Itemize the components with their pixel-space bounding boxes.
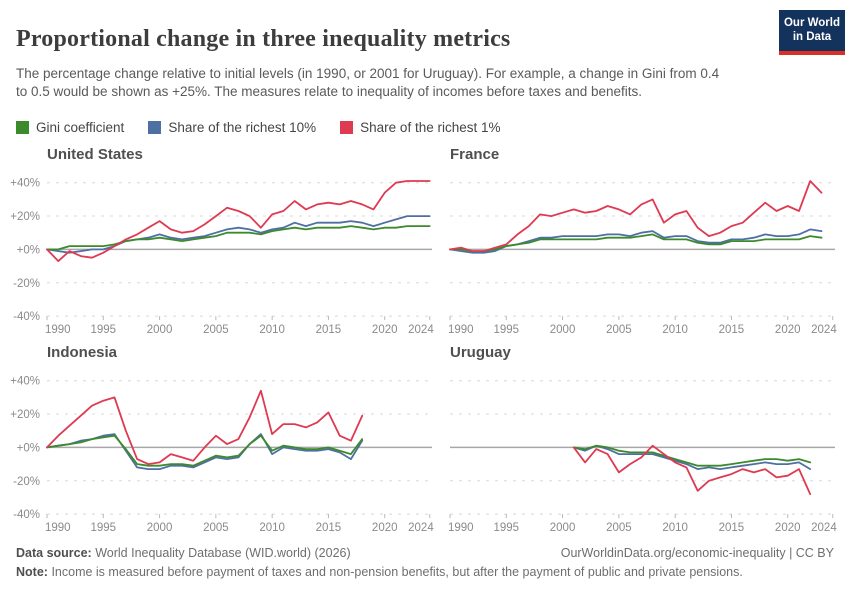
x-axis-tick-label: 2020 [372, 522, 398, 534]
y-axis-tick-label: +20% [10, 409, 40, 421]
x-axis-tick-label: 2020 [775, 522, 801, 534]
x-axis-tick-label: 2015 [316, 522, 342, 534]
owid-logo-line1: Our World [783, 17, 840, 29]
line-gini-coefficient[interactable] [572, 444, 812, 467]
page-title: Proportional change in three inequality … [16, 26, 511, 53]
x-axis-tick-label: 1995 [90, 522, 116, 534]
panel-title-united-states: United States [47, 146, 143, 163]
y-axis-tick-label: +0% [17, 442, 40, 454]
x-axis-tick-label: 2010 [662, 324, 688, 336]
x-axis-tick-label: 1990 [448, 522, 474, 534]
x-axis-tick-label: 2020 [372, 324, 398, 336]
x-axis-tick-label: 1990 [45, 522, 71, 534]
x-axis-tick-label: 2015 [719, 522, 745, 534]
x-axis-tick-label: 2020 [775, 324, 801, 336]
line-share-of-the-richest-1-[interactable] [46, 180, 431, 262]
x-axis-tick-label: 2005 [606, 522, 632, 534]
x-axis-tick-label: 2005 [203, 522, 229, 534]
owid-logo-line2: in Data [792, 30, 832, 43]
x-axis-tick-label: 1995 [90, 324, 116, 336]
panel-title-france: France [450, 146, 500, 163]
legend-label: Share of the richest 10% [168, 120, 317, 135]
y-axis-tick-label: +40% [10, 178, 40, 190]
line-gini-coefficient[interactable] [46, 225, 431, 251]
legend-item-share-of-the-richest-10-[interactable]: Share of the richest 10% [148, 120, 316, 135]
footer-note-value: Income is measured before payment of tax… [51, 565, 743, 580]
legend-label: Gini coefficient [36, 120, 125, 135]
legend-swatch [340, 121, 354, 134]
line-share-of-the-richest-10-[interactable] [46, 215, 431, 254]
data-source: Data source: World Inequality Database (… [16, 544, 351, 563]
panel-title-indonesia: Indonesia [47, 344, 118, 361]
line-share-of-the-richest-1-[interactable] [46, 389, 364, 465]
x-axis-tick-label: 2024 [811, 324, 837, 336]
x-axis-tick-label: 2000 [147, 522, 173, 534]
chart-subtitle: The percentage change relative to initia… [16, 65, 720, 100]
y-axis-tick-label: -40% [13, 311, 40, 323]
x-axis-tick-label: 1995 [493, 522, 519, 534]
owid-logo: Our World in Data [779, 10, 845, 55]
y-axis-tick-label: +40% [10, 376, 40, 388]
chart-footer: Data source: World Inequality Database (… [16, 544, 834, 583]
x-axis-tick-label: 2024 [408, 324, 434, 336]
x-axis-tick-label: 2000 [550, 324, 576, 336]
chart-legend: Gini coefficient Share of the richest 10%… [16, 120, 500, 135]
chart-panel-united-states: +40% +20% +0% -20% -40% 1990 1995 2000 2005 2010 2… [10, 178, 434, 336]
x-axis-tick-label: 2015 [316, 324, 342, 336]
x-axis-tick-label: 2000 [550, 522, 576, 534]
y-axis-tick-label: -20% [13, 278, 40, 290]
y-axis-tick-label: +0% [17, 244, 40, 256]
line-share-of-the-richest-10-[interactable] [572, 444, 812, 470]
line-gini-coefficient[interactable] [46, 434, 364, 467]
x-axis-tick-label: 2015 [719, 324, 745, 336]
x-axis-tick-label: 2010 [259, 522, 285, 534]
legend-label: Share of the richest 1% [360, 120, 501, 135]
panel-title-uruguay: Uruguay [450, 344, 511, 361]
y-axis-tick-label: -40% [13, 509, 40, 521]
x-axis-tick-label: 1995 [493, 324, 519, 336]
footer-link[interactable]: OurWorldinData.org/economic-inequality |… [560, 546, 834, 560]
x-axis-tick-label: 2024 [811, 522, 837, 534]
y-axis-tick-label: -20% [13, 476, 40, 488]
line-share-of-the-richest-10-[interactable] [46, 433, 364, 470]
line-share-of-the-richest-1-[interactable] [449, 180, 823, 252]
x-axis-tick-label: 2024 [408, 522, 434, 534]
x-axis-tick-label: 2000 [147, 324, 173, 336]
chart-panel-france: 1990 1995 2000 2005 2010 2015 2020 2024 [448, 180, 837, 336]
legend-item-gini-coefficient[interactable]: Gini coefficient [16, 120, 124, 135]
line-share-of-the-richest-1-[interactable] [572, 444, 812, 496]
footer-note-label: Note: [16, 565, 48, 580]
legend-swatch [148, 121, 162, 134]
x-axis-tick-label: 2010 [662, 522, 688, 534]
chart-panel-uruguay: 1990 1995 2000 2005 2010 2015 2020 2024 [448, 380, 837, 534]
x-axis-tick-label: 2005 [203, 324, 229, 336]
data-source-label: Data source: [16, 546, 92, 560]
x-axis-tick-label: 1990 [448, 324, 474, 336]
x-axis-tick-label: 2010 [259, 324, 285, 336]
legend-swatch [16, 121, 29, 134]
footer-note: Note: Income is measured before payment … [16, 563, 834, 582]
x-axis-tick-label: 1990 [45, 324, 71, 336]
data-source-value: World Inequality Database (WID.world) (2… [95, 546, 351, 560]
legend-item-share-of-the-richest-1-[interactable]: Share of the richest 1% [340, 120, 500, 135]
x-axis-tick-label: 2005 [606, 324, 632, 336]
line-gini-coefficient[interactable] [449, 233, 823, 252]
y-axis-tick-label: +20% [10, 211, 40, 223]
chart-panel-indonesia: +40% +20% +0% -20% -40% 1990 1995 2000 2005 2010 2… [10, 376, 434, 534]
